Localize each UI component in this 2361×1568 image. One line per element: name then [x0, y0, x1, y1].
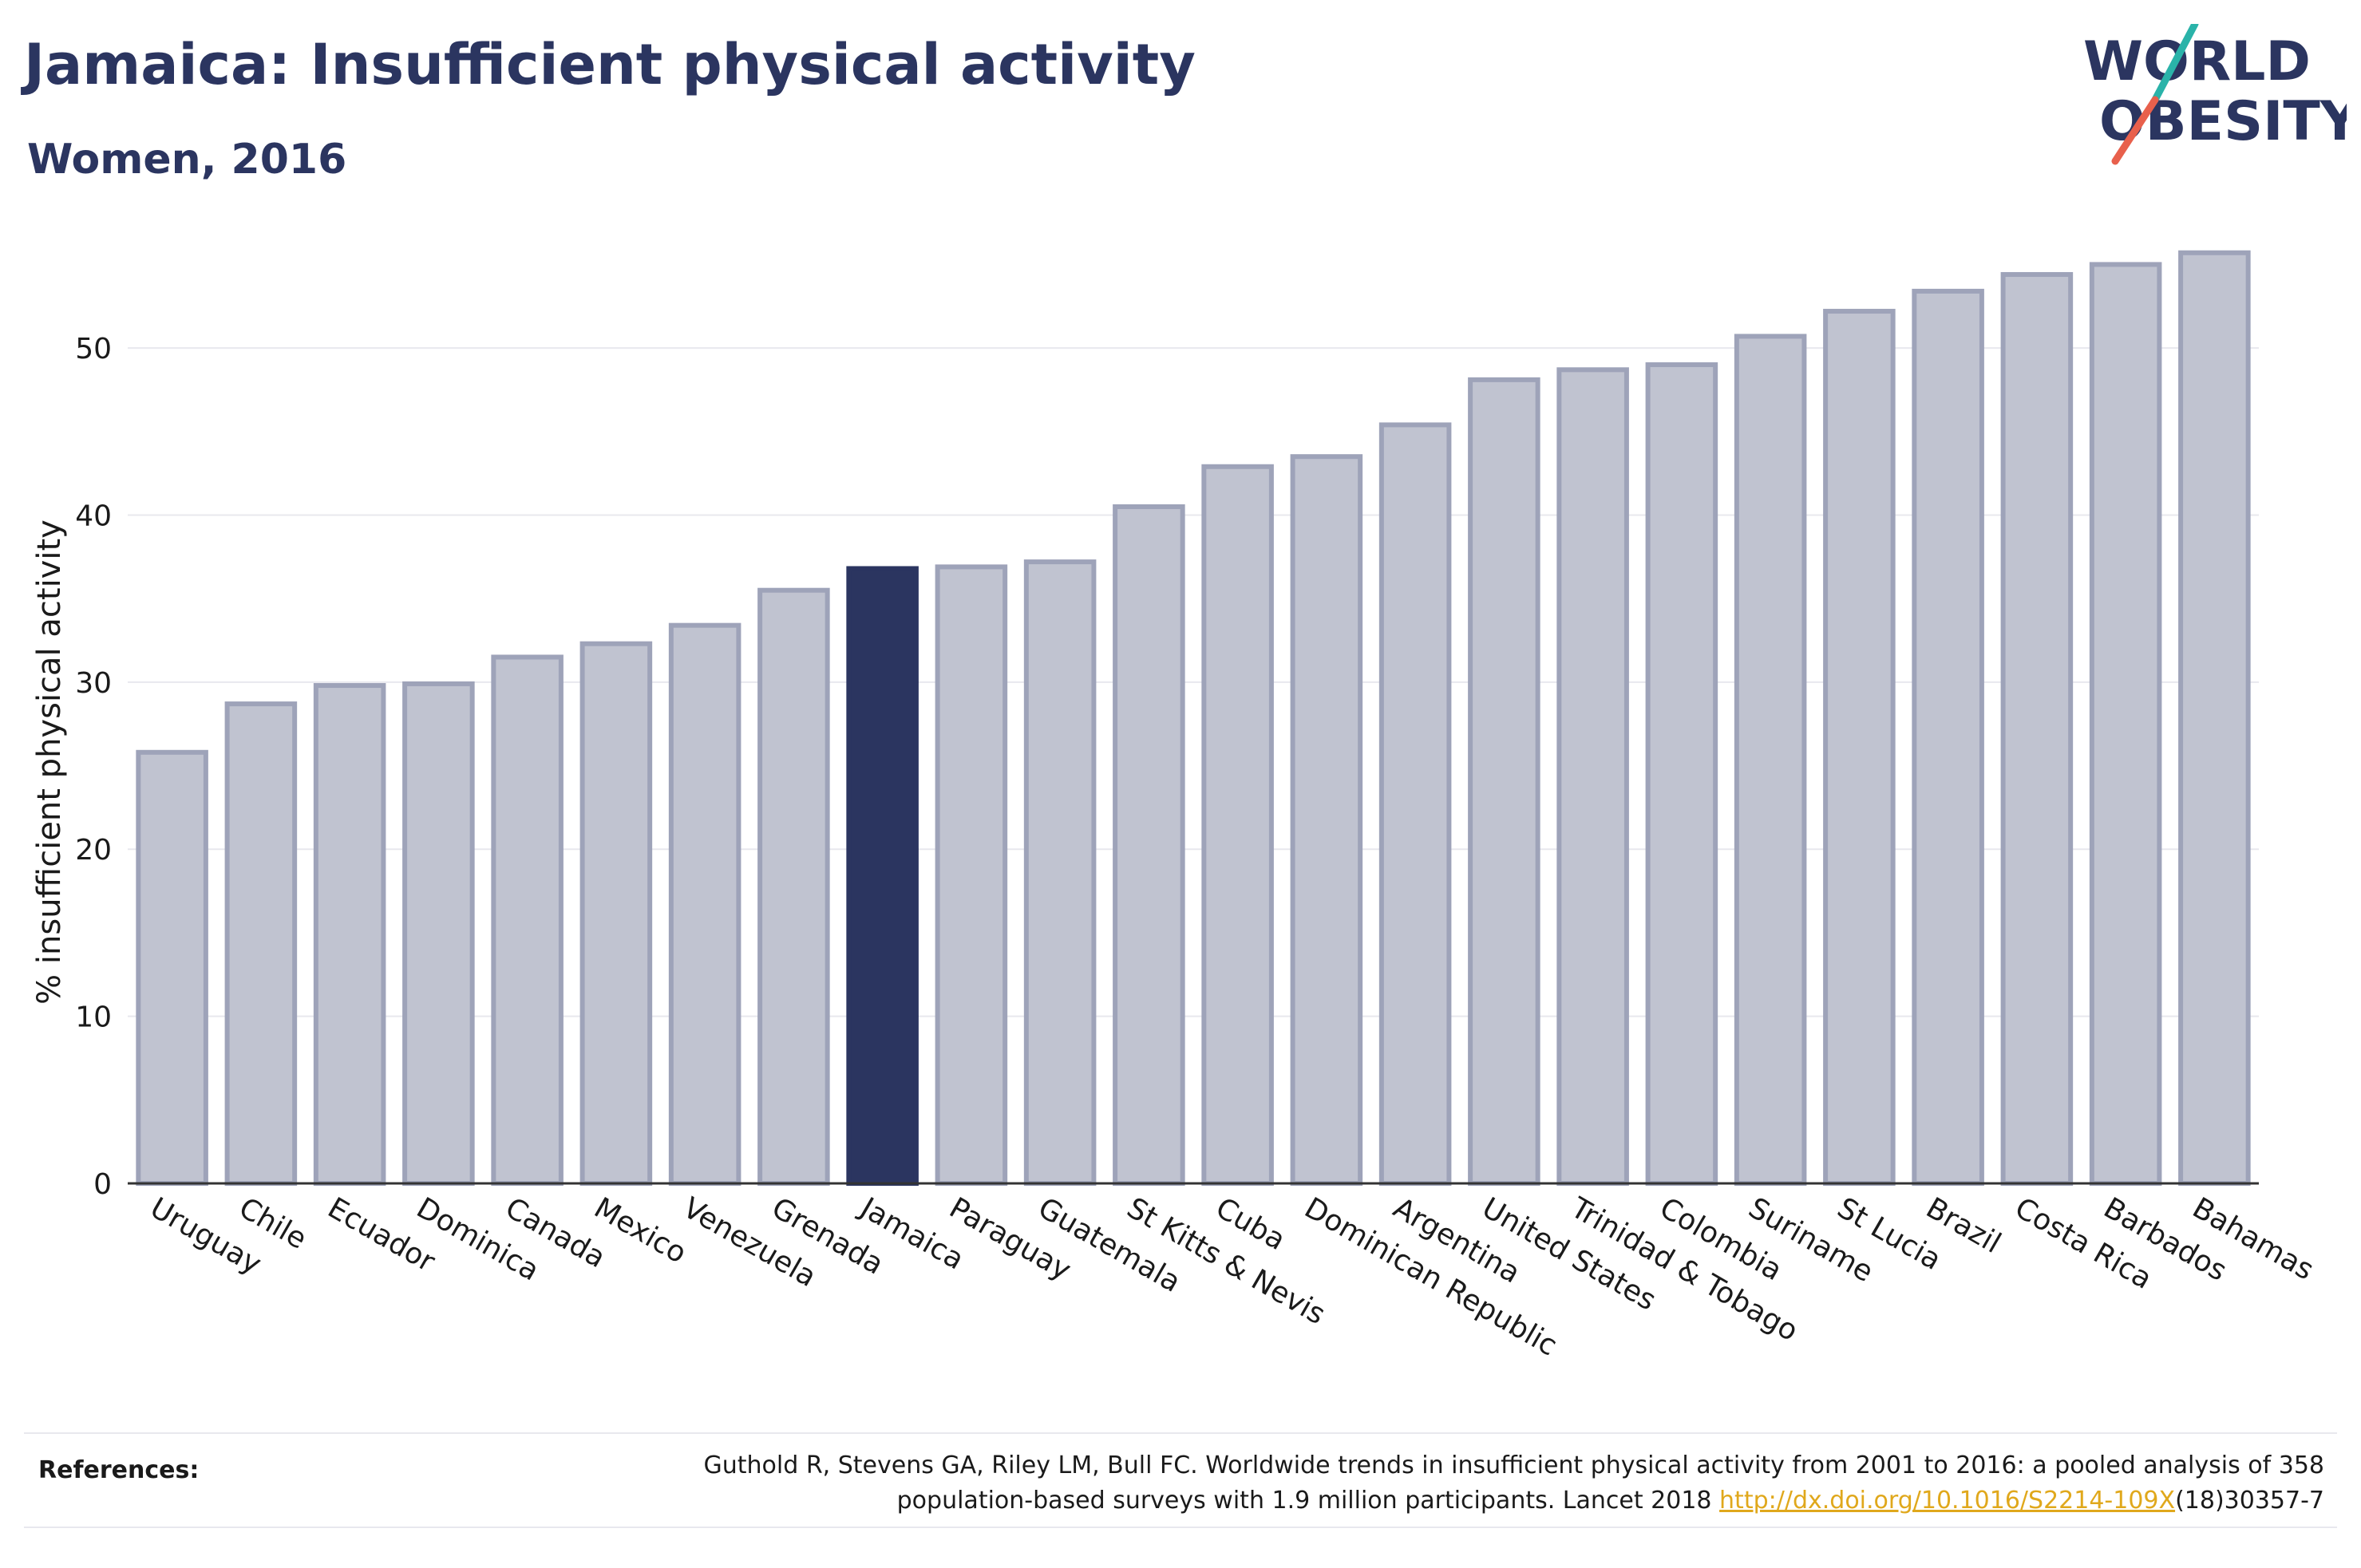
bar: [757, 587, 830, 1186]
y-tick-label: 50: [75, 333, 112, 365]
bar-highlighted: [846, 566, 919, 1186]
world-obesity-logo: WORLD OBESITY: [2083, 24, 2347, 168]
bar: [1556, 367, 1629, 1186]
y-tick-label: 30: [75, 667, 112, 700]
bar: [2178, 250, 2251, 1186]
bar: [1113, 504, 1185, 1186]
bar: [1468, 377, 1540, 1186]
references-line2-pre: population-based surveys with 1.9 millio…: [896, 1487, 1720, 1515]
bar: [1023, 559, 1097, 1186]
bar: [1823, 309, 1896, 1187]
y-tick-label: 10: [75, 1001, 112, 1034]
bar: [1378, 422, 1452, 1186]
bar: [1734, 334, 1807, 1187]
logo-line1: WORLD: [2083, 30, 2311, 93]
y-tick-label: 20: [75, 834, 112, 867]
bar: [1201, 464, 1274, 1186]
bar: [136, 749, 208, 1186]
bar: [402, 681, 475, 1186]
bar: [1645, 362, 1718, 1186]
bar: [224, 701, 298, 1186]
bars: [136, 250, 2251, 1187]
bar: [579, 641, 653, 1186]
bar: [2089, 262, 2162, 1186]
references-label: References:: [38, 1456, 200, 1484]
references-section: References: Guthold R, Stevens GA, Riley…: [24, 1432, 2337, 1528]
y-tick-labels: 0 10 20 30 40 50: [75, 333, 112, 1201]
y-tick-label: 40: [75, 500, 112, 532]
x-tick-label: Mexico: [588, 1191, 691, 1270]
bar: [1912, 288, 1984, 1186]
bar: [935, 564, 1008, 1186]
y-axis-label: % insufficient physical activity: [31, 519, 68, 1005]
bar: [2000, 271, 2074, 1186]
references-text: Guthold R, Stevens GA, Riley LM, Bull FC…: [488, 1448, 2324, 1519]
page-subtitle: Women, 2016: [27, 136, 347, 184]
references-doi-link[interactable]: http://dx.doi.org/10.1016/S2214-109X: [1719, 1487, 2176, 1515]
bar: [491, 654, 564, 1186]
logo-slash-top: [2151, 24, 2199, 104]
bar: [1290, 454, 1363, 1186]
grid-lines: [128, 347, 2259, 1017]
references-line2-post: (18)30357-7: [2175, 1487, 2324, 1515]
logo-slash-bottom: [2111, 96, 2159, 165]
references-line1: Guthold R, Stevens GA, Riley LM, Bull FC…: [703, 1451, 2324, 1479]
y-tick-label: 0: [93, 1168, 112, 1201]
bar: [313, 683, 386, 1186]
bar: [668, 622, 742, 1186]
page-title: Jamaica: Insufficient physical activity: [24, 32, 1196, 97]
